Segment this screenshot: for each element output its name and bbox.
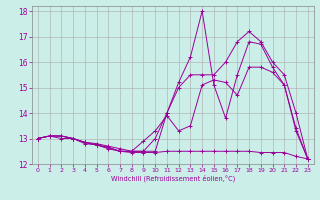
X-axis label: Windchill (Refroidissement éolien,°C): Windchill (Refroidissement éolien,°C) [111,175,235,182]
